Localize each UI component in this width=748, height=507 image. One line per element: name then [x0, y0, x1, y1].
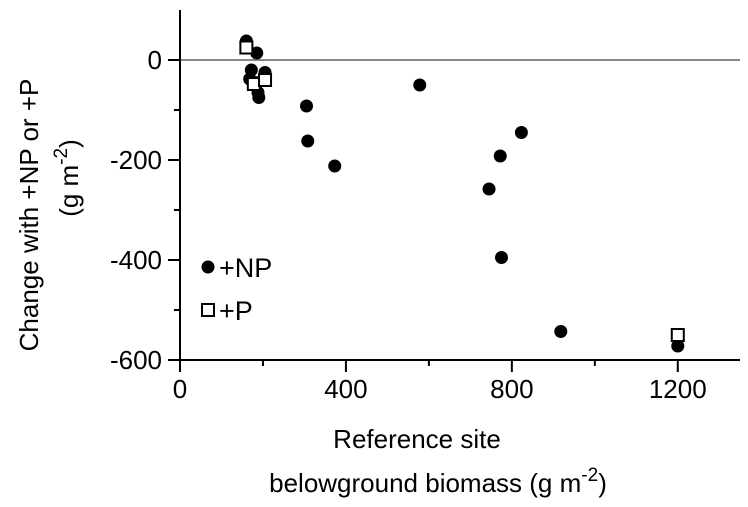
- data-point-p: [258, 73, 273, 87]
- legend-label-np: +NP: [219, 253, 272, 283]
- data-point-p: [239, 40, 254, 55]
- data-point-np: [300, 99, 314, 113]
- data-point-np: [671, 339, 685, 353]
- data-point-np: [252, 91, 266, 104]
- y-tick-label: -600: [110, 345, 162, 375]
- data-point-np: [301, 134, 315, 148]
- y-tick-label: -200: [110, 145, 162, 175]
- data-point-np: [554, 325, 568, 338]
- legend-label-p: +P: [219, 296, 253, 326]
- y-axis-title-line1: Change with +NP or +P: [14, 79, 44, 352]
- data-point-np: [482, 182, 496, 196]
- data-points: [239, 34, 685, 353]
- data-point-np: [493, 149, 507, 163]
- y-axis-title-line2: (g m-2): [51, 139, 84, 217]
- data-point-np: [328, 159, 342, 173]
- y-tick-label: 0: [148, 45, 162, 75]
- data-point-np: [494, 251, 508, 264]
- x-axis-title-line1: Reference site: [333, 424, 501, 454]
- data-point-p: [670, 328, 685, 342]
- x-tick-label: 400: [324, 374, 367, 404]
- data-point-np: [413, 78, 427, 92]
- axes: 0 -200 -400 -600 0 400 800 1200: [110, 10, 740, 404]
- x-tick-label: 1200: [649, 374, 707, 404]
- x-axis-title-line2: belowground biomass (g m-2): [269, 465, 607, 498]
- data-point-np: [514, 126, 528, 139]
- x-tick-label: 0: [173, 374, 187, 404]
- legend-marker-p: [201, 303, 215, 317]
- legend-marker-np: [201, 260, 215, 274]
- legend: +NP +P: [201, 253, 272, 326]
- y-tick-label: -400: [110, 245, 162, 275]
- series-p: [239, 40, 685, 342]
- x-tick-label: 800: [490, 374, 533, 404]
- data-point-np: [250, 46, 264, 60]
- series-np: [239, 34, 685, 353]
